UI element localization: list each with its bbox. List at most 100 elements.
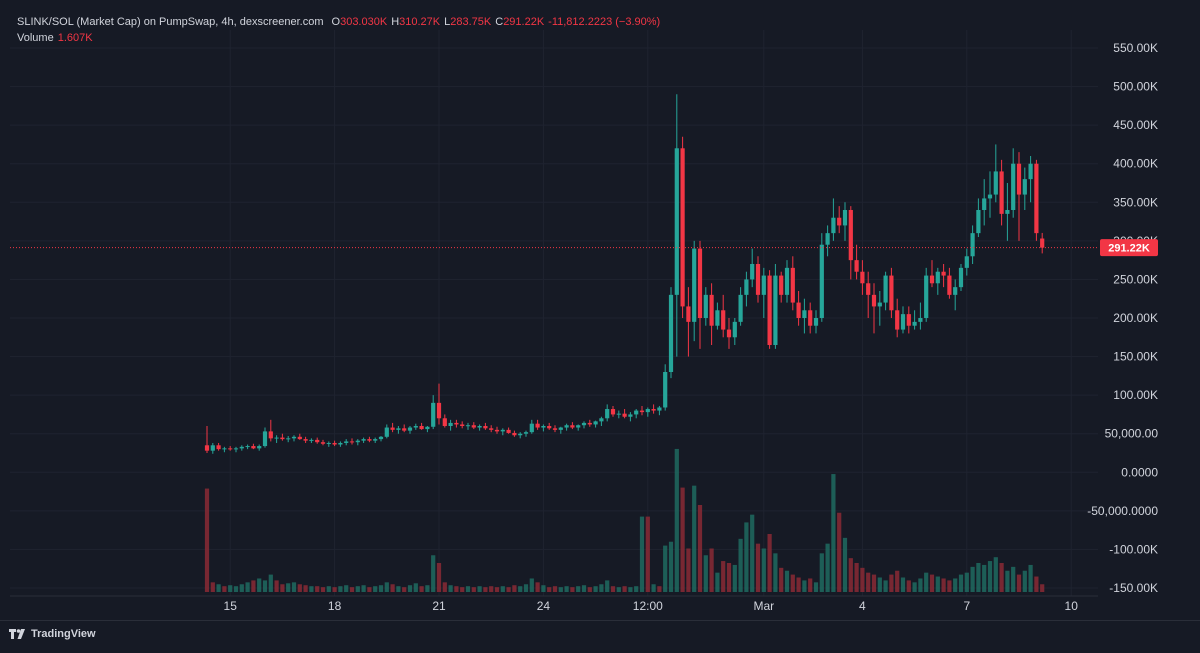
y-tick-label: 350.00K bbox=[1113, 195, 1158, 209]
x-tick-label: 24 bbox=[537, 599, 551, 613]
candle bbox=[813, 310, 819, 334]
volume-bar bbox=[228, 585, 233, 592]
candle-body bbox=[297, 436, 302, 440]
candle bbox=[228, 446, 233, 451]
volume-bar bbox=[547, 587, 552, 592]
candle-body bbox=[987, 194, 993, 199]
candle bbox=[500, 428, 505, 436]
volume-bar bbox=[378, 585, 384, 592]
candle bbox=[953, 279, 958, 311]
candle-body bbox=[645, 409, 650, 413]
candle bbox=[639, 405, 645, 416]
volume-bar bbox=[697, 505, 703, 592]
x-tick-label: 21 bbox=[432, 599, 446, 613]
candle bbox=[605, 404, 610, 422]
candle bbox=[436, 383, 442, 425]
candle-body bbox=[761, 275, 766, 295]
volume-bar bbox=[721, 561, 726, 592]
candle bbox=[1022, 167, 1027, 210]
candle-body bbox=[750, 264, 755, 280]
volume-bar bbox=[616, 587, 621, 592]
candle-body bbox=[303, 439, 308, 441]
candle-body bbox=[744, 279, 749, 295]
candle bbox=[512, 430, 517, 437]
candle-body bbox=[547, 426, 552, 429]
candle-body bbox=[1005, 210, 1010, 214]
candle bbox=[332, 440, 337, 447]
candle-body bbox=[384, 427, 389, 437]
candle bbox=[286, 436, 291, 443]
volume-bar bbox=[958, 574, 964, 592]
volume-bar bbox=[303, 585, 308, 592]
volume-bar bbox=[448, 585, 453, 592]
candle-body bbox=[790, 267, 795, 303]
candle bbox=[674, 94, 679, 357]
candle bbox=[755, 256, 761, 303]
candle-body bbox=[831, 217, 836, 234]
time-axis[interactable]: 15 18 21 24 12:00 Mar 4 7 10 bbox=[224, 599, 1079, 613]
volume-bar bbox=[204, 488, 210, 592]
candle bbox=[883, 271, 888, 311]
candle-body bbox=[286, 438, 291, 440]
volume-bar bbox=[477, 586, 482, 592]
candle bbox=[628, 412, 633, 422]
candle-body bbox=[732, 321, 737, 338]
volume-label[interactable]: Volume bbox=[17, 32, 54, 44]
volume-bar bbox=[912, 582, 917, 592]
volume-bar bbox=[361, 585, 366, 592]
candle-body bbox=[407, 427, 413, 431]
candle bbox=[268, 419, 273, 442]
candle bbox=[982, 179, 987, 226]
candle-body bbox=[460, 424, 465, 426]
candle-body bbox=[280, 437, 285, 440]
volume-bar bbox=[680, 487, 685, 592]
volume-bar bbox=[738, 538, 743, 592]
volume-bar bbox=[900, 577, 906, 592]
y-tick-label: 400.00K bbox=[1113, 157, 1158, 171]
candle-body bbox=[605, 409, 610, 419]
candle-body bbox=[779, 275, 784, 295]
candle bbox=[970, 225, 975, 264]
candle bbox=[831, 198, 836, 241]
x-tick-label: 12:00 bbox=[633, 599, 663, 613]
candle bbox=[349, 438, 355, 445]
candle bbox=[767, 270, 772, 349]
volume-bar bbox=[889, 574, 894, 592]
candle bbox=[1011, 148, 1016, 218]
volume-bar bbox=[831, 474, 836, 592]
symbol-title[interactable]: SLINK/SOL (Market Cap) on PumpSwap, 4h, … bbox=[17, 16, 324, 28]
grid-lines bbox=[10, 30, 1098, 596]
candle bbox=[866, 271, 871, 318]
volume-bar bbox=[222, 586, 227, 592]
volume-bar bbox=[1022, 570, 1027, 592]
volume-bar bbox=[268, 574, 273, 592]
volume-bar bbox=[918, 578, 923, 592]
volume-bar bbox=[262, 580, 268, 592]
volume-bar bbox=[877, 577, 882, 592]
candle bbox=[802, 298, 807, 334]
volume-bar bbox=[274, 580, 279, 592]
tradingview-logo[interactable]: TradingView bbox=[9, 628, 96, 640]
candle-body bbox=[442, 418, 447, 426]
volume-bar bbox=[941, 578, 946, 592]
candle bbox=[616, 410, 621, 419]
volume-bar bbox=[605, 580, 610, 592]
volume-bar bbox=[407, 585, 413, 592]
volume-bar bbox=[657, 586, 662, 592]
volume-bar bbox=[999, 563, 1004, 592]
candle-body bbox=[999, 171, 1004, 214]
volume-bar bbox=[813, 582, 819, 592]
volume-bar bbox=[1011, 566, 1016, 592]
candle bbox=[587, 419, 592, 427]
candle bbox=[1005, 183, 1010, 241]
candle-body bbox=[616, 413, 621, 415]
y-tick-label: -50,000.0000 bbox=[1087, 504, 1158, 518]
candle bbox=[732, 318, 737, 345]
candle-body bbox=[274, 437, 279, 439]
price-axis[interactable]: 550.00K500.00K450.00K400.00K350.00K300.0… bbox=[1087, 41, 1158, 595]
candle bbox=[976, 198, 981, 237]
candle bbox=[367, 436, 372, 443]
volume-bar bbox=[454, 586, 459, 592]
